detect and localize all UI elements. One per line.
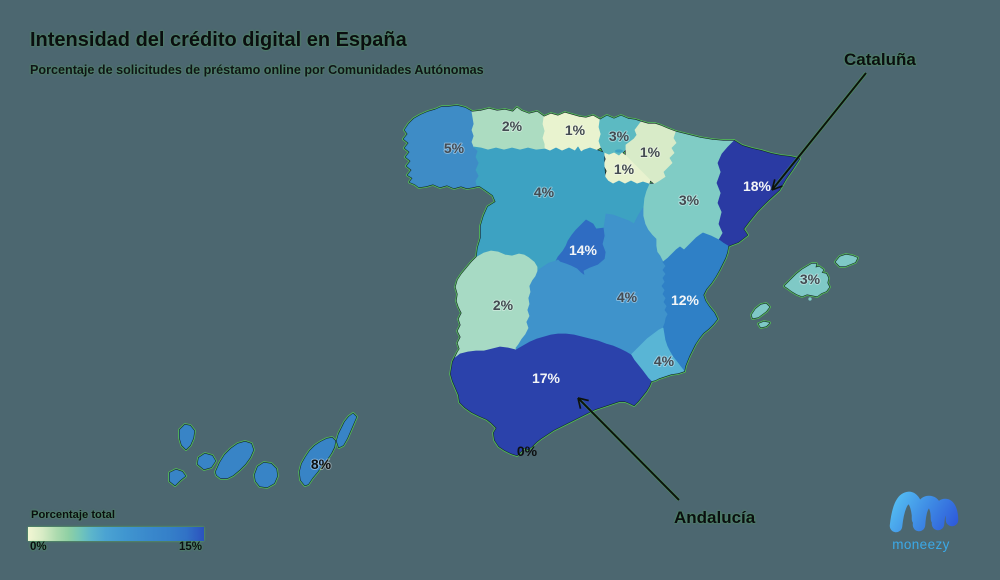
svg-text:17%: 17% <box>532 370 561 386</box>
svg-text:2%: 2% <box>502 118 523 134</box>
svg-text:0%: 0% <box>517 443 538 459</box>
svg-text:2%: 2% <box>493 297 514 313</box>
svg-text:8%: 8% <box>311 456 332 472</box>
svg-text:3%: 3% <box>609 128 630 144</box>
svg-text:4%: 4% <box>654 353 675 369</box>
svg-text:5%: 5% <box>444 140 465 156</box>
svg-text:4%: 4% <box>534 184 555 200</box>
svg-text:12%: 12% <box>671 292 700 308</box>
svg-text:3%: 3% <box>800 271 821 287</box>
svg-text:1%: 1% <box>565 122 586 138</box>
svg-text:1%: 1% <box>640 144 661 160</box>
svg-text:4%: 4% <box>617 289 638 305</box>
svg-text:14%: 14% <box>569 242 598 258</box>
svg-text:moneezy: moneezy <box>892 537 950 552</box>
svg-text:1%: 1% <box>614 161 635 177</box>
svg-text:18%: 18% <box>743 178 772 194</box>
svg-text:3%: 3% <box>679 192 700 208</box>
